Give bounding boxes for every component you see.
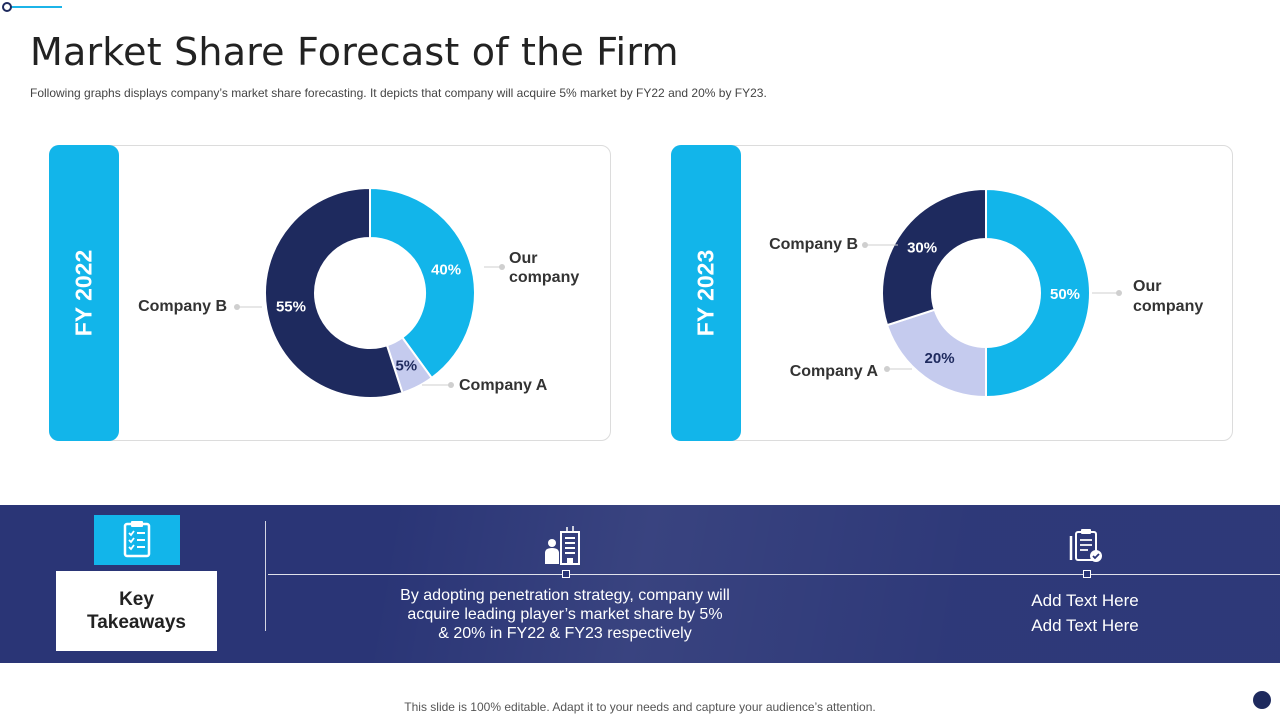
top-accent-dot <box>2 2 12 12</box>
callout-dot-our-company <box>1116 290 1122 296</box>
callout-dot-company-a <box>884 366 890 372</box>
timeline-node-1 <box>562 570 570 578</box>
callout-dot-company-b <box>862 242 868 248</box>
key-takeaways-band: Key Takeaways By adopting penetration st… <box>0 505 1280 663</box>
slice-label-company-a: Company A <box>790 363 879 380</box>
corner-dot <box>1253 691 1271 709</box>
chart-side-tab-fy2022: FY 2022 <box>49 145 119 441</box>
slice-our-company <box>985 187 1091 399</box>
slice-label-company-b: Company B <box>138 298 227 315</box>
clipboard-checklist-icon <box>123 521 151 558</box>
takeaway-text-2-line-1: Add Text Here <box>1031 591 1139 610</box>
vertical-divider <box>265 521 266 631</box>
key-takeaways-icon-box <box>94 515 180 565</box>
slice-label-our-company: company <box>509 269 579 286</box>
chart-side-tab-fy2023: FY 2023 <box>671 145 741 441</box>
footer-note: This slide is 100% editable. Adapt it to… <box>404 700 876 714</box>
slice-label-our-company: Our <box>509 250 537 267</box>
takeaway-text-2-line-2: Add Text Here <box>1031 616 1139 635</box>
takeaway-text-1: By adopting penetration strategy, compan… <box>400 587 730 642</box>
key-takeaways-heading: Key Takeaways <box>87 589 186 633</box>
clipboard-check-icon <box>1069 529 1102 562</box>
chart-card-fy2023: FY 2023 50% Our company 20% Company A 30% Comp… <box>671 145 1233 441</box>
slice-company-b <box>264 186 404 399</box>
donut-chart-fy2023: 50% Our company 20% Company A 30% Company B <box>769 187 1203 399</box>
chart-card-fy2022: FY 2022 40% Our company 5% Company A 55% Compa… <box>49 145 611 441</box>
timeline-node-2 <box>1083 570 1091 578</box>
callout-dot-company-a <box>448 382 454 388</box>
slice-value-company-a: 5% <box>395 357 417 374</box>
slice-our-company <box>369 186 476 380</box>
slice-value-company-b: 30% <box>907 240 937 257</box>
slice-label-company-b: Company B <box>769 236 858 253</box>
slice-value-company-a: 20% <box>925 350 955 367</box>
callout-dot-company-b <box>234 304 240 310</box>
timeline-line <box>268 574 1280 575</box>
page-subtitle: Following graphs displays company’s mark… <box>30 86 767 100</box>
slice-label-company-a: Company A <box>459 377 548 394</box>
person-building-icon <box>545 526 580 565</box>
page-title: Market Share Forecast of the Firm <box>30 30 679 74</box>
callout-dot-our-company <box>499 264 505 270</box>
donut-chart-fy2022: 40% Our company 5% Company A 55% Company B <box>138 186 579 399</box>
slice-value-company-b: 55% <box>276 299 306 316</box>
slice-value-our-company: 50% <box>1050 286 1080 303</box>
slice-label-our-company: company <box>1133 298 1203 315</box>
slice-label-our-company: Our <box>1133 278 1161 295</box>
top-accent-line <box>8 6 62 8</box>
slice-value-our-company: 40% <box>431 261 461 278</box>
key-takeaways-heading-box: Key Takeaways <box>56 571 217 651</box>
slice-company-b <box>881 187 987 327</box>
